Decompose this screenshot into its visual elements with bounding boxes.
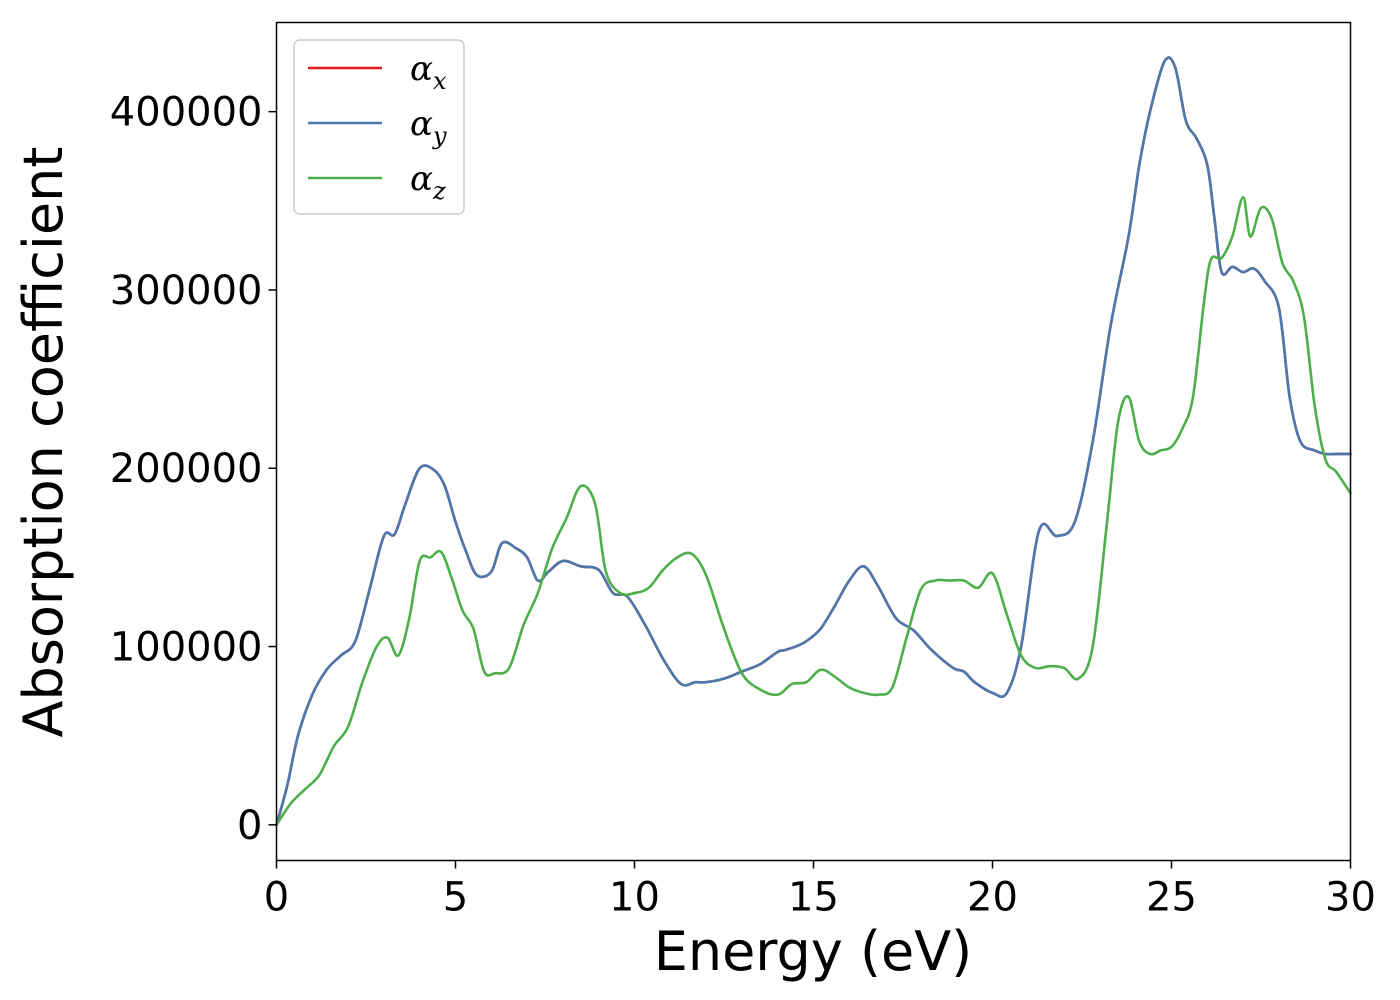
x-tick-label: 5: [443, 875, 468, 921]
x-tick-label: 15: [788, 875, 839, 921]
legend-label-y: αy: [410, 104, 447, 150]
x-tick-label: 30: [1325, 875, 1376, 921]
legend-symbol: α: [410, 159, 433, 199]
legend-box: [293, 39, 465, 215]
legend-subscript: z: [432, 177, 446, 205]
series-line-y: [275, 56, 1352, 827]
y-tick-label: 300000: [110, 268, 263, 314]
legend-label-x: αx: [410, 49, 447, 95]
y-tick-label: 100000: [110, 625, 263, 671]
legend-symbol: α: [410, 104, 433, 144]
series-line-z: [275, 195, 1352, 827]
series-layer: [275, 56, 1352, 827]
legend-label-z: αz: [410, 159, 446, 205]
x-tick-label: 10: [609, 875, 660, 921]
y-axis-label: Absorption coefficient: [12, 147, 75, 738]
y-tick-label: 400000: [110, 90, 263, 136]
x-tick-label: 0: [264, 875, 289, 921]
x-axis: 0 5 10 15 20 25 30: [264, 860, 1376, 921]
x-axis-label: Energy (eV): [654, 920, 973, 983]
y-tick-label: 0: [237, 803, 262, 849]
legend-subscript: y: [432, 122, 447, 150]
legend-subscript: x: [433, 67, 447, 95]
y-axis: 0 100000 200000 300000 400000: [110, 90, 277, 849]
x-tick-label: 20: [967, 875, 1018, 921]
y-tick-label: 200000: [110, 446, 263, 492]
legend-symbol: α: [410, 49, 433, 89]
x-tick-label: 25: [1146, 875, 1197, 921]
